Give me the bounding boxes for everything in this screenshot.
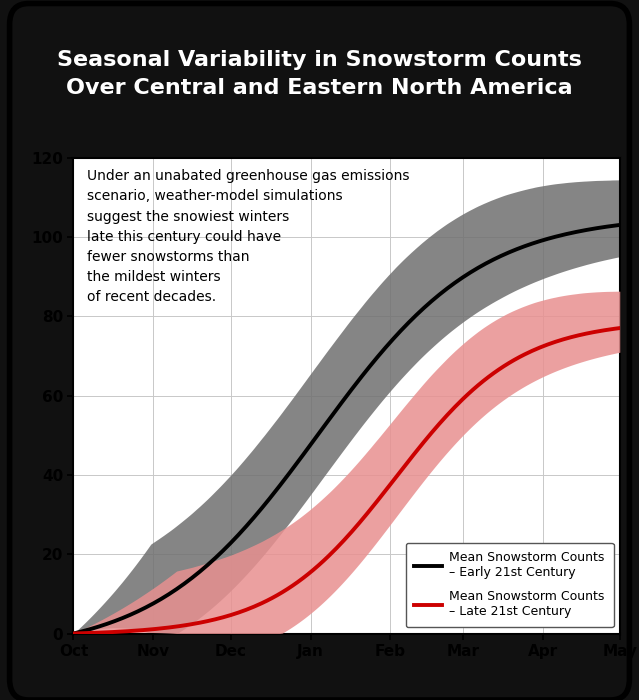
Text: Seasonal Variability in Snowstorm Counts
Over Central and Eastern North America: Seasonal Variability in Snowstorm Counts…	[57, 50, 582, 97]
Text: Under an unabated greenhouse gas emissions
scenario, weather-model simulations
s: Under an unabated greenhouse gas emissio…	[87, 169, 410, 304]
Legend: Mean Snowstorm Counts
– Early 21st Century, Mean Snowstorm Counts
– Late 21st Ce: Mean Snowstorm Counts – Early 21st Centu…	[406, 542, 613, 627]
